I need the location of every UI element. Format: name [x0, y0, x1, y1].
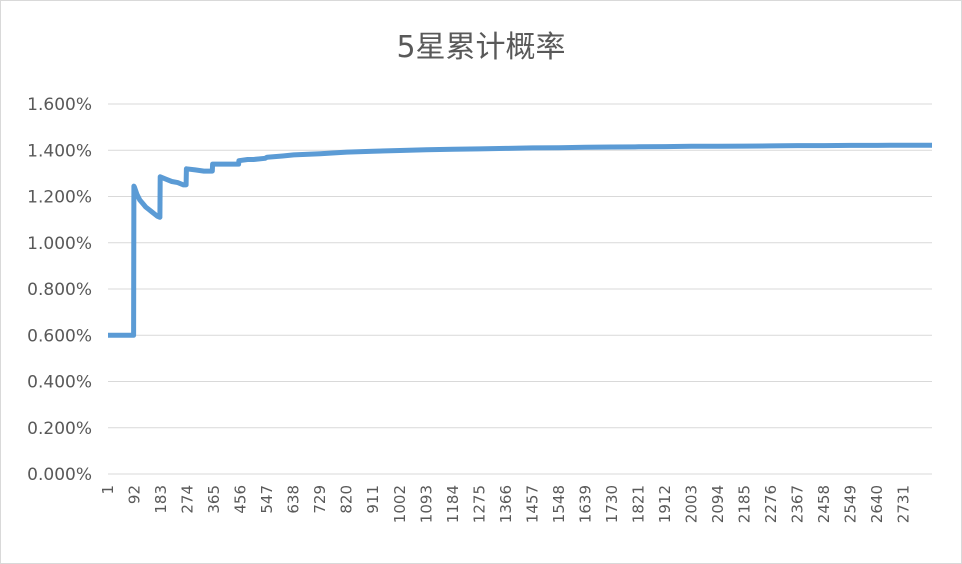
gridlines [108, 103, 932, 475]
x-tick-label: 274 [179, 485, 197, 514]
y-tick-label: 0.400% [27, 373, 92, 393]
x-tick-label: 911 [364, 485, 382, 514]
x-tick-label: 2458 [815, 485, 833, 523]
x-tick-label: 638 [285, 485, 303, 514]
x-tick-label: 2276 [762, 485, 780, 523]
y-tick-label: 0.600% [27, 326, 92, 346]
x-tick-label: 1912 [656, 485, 674, 523]
x-tick-label: 1457 [523, 485, 541, 523]
x-tick-label: 92 [126, 485, 144, 504]
series-line [108, 142, 932, 338]
x-tick-label: 1093 [417, 485, 435, 523]
x-tick-label: 2185 [736, 485, 754, 523]
x-axis-ticks: 1 92 183 274 365 456 547 638 729 820 911 1002 1093 11… [99, 485, 913, 523]
x-tick-label: 1002 [391, 485, 409, 523]
y-axis-ticks: 0.000% 0.200% 0.400% 0.600% 0.800% 1.000% 1.20… [27, 95, 92, 485]
x-tick-label: 365 [205, 485, 223, 514]
x-tick-label: 1639 [576, 485, 594, 523]
series-layer [108, 142, 932, 338]
y-tick-label: 1.000% [27, 234, 92, 254]
x-tick-label: 729 [311, 485, 329, 514]
y-tick-label: 0.800% [27, 280, 92, 300]
x-tick-label: 1548 [550, 485, 568, 523]
x-tick-label: 2549 [842, 485, 860, 523]
x-tick-label: 1 [99, 485, 117, 495]
chart-title: 5星累计概率 [396, 30, 566, 65]
y-tick-label: 1.200% [27, 188, 92, 208]
y-tick-label: 1.400% [27, 141, 92, 161]
y-tick-label: 1.600% [27, 95, 92, 115]
y-tick-label: 0.200% [27, 419, 92, 439]
x-tick-label: 1821 [629, 485, 647, 523]
x-tick-label: 183 [152, 485, 170, 514]
x-tick-label: 2003 [683, 485, 701, 523]
x-tick-label: 2094 [709, 485, 727, 523]
x-tick-label: 1730 [603, 485, 621, 523]
x-tick-label: 2640 [868, 485, 886, 523]
x-tick-label: 820 [338, 485, 356, 514]
x-tick-label: 456 [232, 485, 250, 514]
x-tick-label: 2367 [789, 485, 807, 523]
y-tick-label: 0.000% [27, 465, 92, 485]
x-tick-label: 1366 [497, 485, 515, 523]
x-tick-label: 2731 [895, 485, 913, 523]
x-tick-label: 547 [258, 485, 276, 514]
x-tick-label: 1275 [470, 485, 488, 523]
x-tick-label: 1184 [444, 485, 462, 523]
